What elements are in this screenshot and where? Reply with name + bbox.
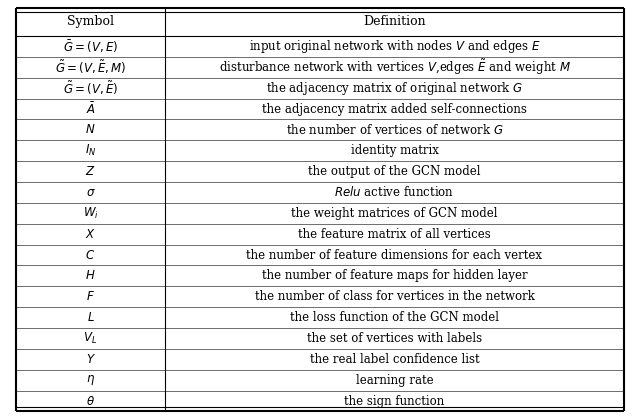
Text: learning rate: learning rate [356,374,433,387]
Text: the real label confidence list: the real label confidence list [310,353,479,366]
Text: the number of feature maps for hidden layer: the number of feature maps for hidden la… [262,269,527,282]
Text: the set of vertices with labels: the set of vertices with labels [307,332,482,345]
Text: $\eta$: $\eta$ [86,373,95,387]
Text: $L$: $L$ [86,311,95,324]
Text: the weight matrices of GCN model: the weight matrices of GCN model [291,207,498,220]
Text: $V_L$: $V_L$ [83,331,97,346]
Text: $\bar{G} = (V, E)$: $\bar{G} = (V, E)$ [63,38,118,54]
Text: the number of class for vertices in the network: the number of class for vertices in the … [255,290,534,303]
Text: $\tilde{G} = (V, \tilde{E})$: $\tilde{G} = (V, \tilde{E})$ [63,80,118,97]
Text: the feature matrix of all vertices: the feature matrix of all vertices [298,228,491,241]
Text: $\bar{A}$: $\bar{A}$ [86,101,95,117]
Text: $Z$: $Z$ [85,165,96,178]
Text: $Y$: $Y$ [86,353,95,366]
Text: the sign function: the sign function [344,395,445,408]
Text: the number of vertices of network $G$: the number of vertices of network $G$ [285,123,503,137]
Text: $\sigma$: $\sigma$ [86,186,95,199]
Text: $F$: $F$ [86,290,95,303]
Text: the adjacency matrix added self-connections: the adjacency matrix added self-connecti… [262,103,527,116]
Text: disturbance network with vertices $V$,edges $\tilde{E}$ and weight $M$: disturbance network with vertices $V$,ed… [218,58,570,77]
Text: identity matrix: identity matrix [351,144,438,157]
Text: Symbol: Symbol [67,15,114,28]
Text: input original network with nodes $V$ and edges $E$: input original network with nodes $V$ an… [248,38,540,55]
Text: the loss function of the GCN model: the loss function of the GCN model [290,311,499,324]
Text: the adjacency matrix of original network $G$: the adjacency matrix of original network… [266,80,523,97]
Text: $W_i$: $W_i$ [83,206,99,221]
Text: Definition: Definition [363,15,426,28]
Text: $\mathit{Relu}$ active function: $\mathit{Relu}$ active function [335,186,454,199]
Text: $I_N$: $I_N$ [84,143,96,158]
Text: $N$: $N$ [85,123,96,137]
Text: $X$: $X$ [85,228,96,241]
Text: the number of feature dimensions for each vertex: the number of feature dimensions for eac… [246,248,543,261]
Text: the output of the GCN model: the output of the GCN model [308,165,481,178]
Text: $C$: $C$ [85,248,95,261]
Text: $\tilde{G} = (V, \tilde{E}, M)$: $\tilde{G} = (V, \tilde{E}, M)$ [55,59,126,76]
Text: $\theta$: $\theta$ [86,395,95,408]
Text: $H$: $H$ [85,269,96,282]
